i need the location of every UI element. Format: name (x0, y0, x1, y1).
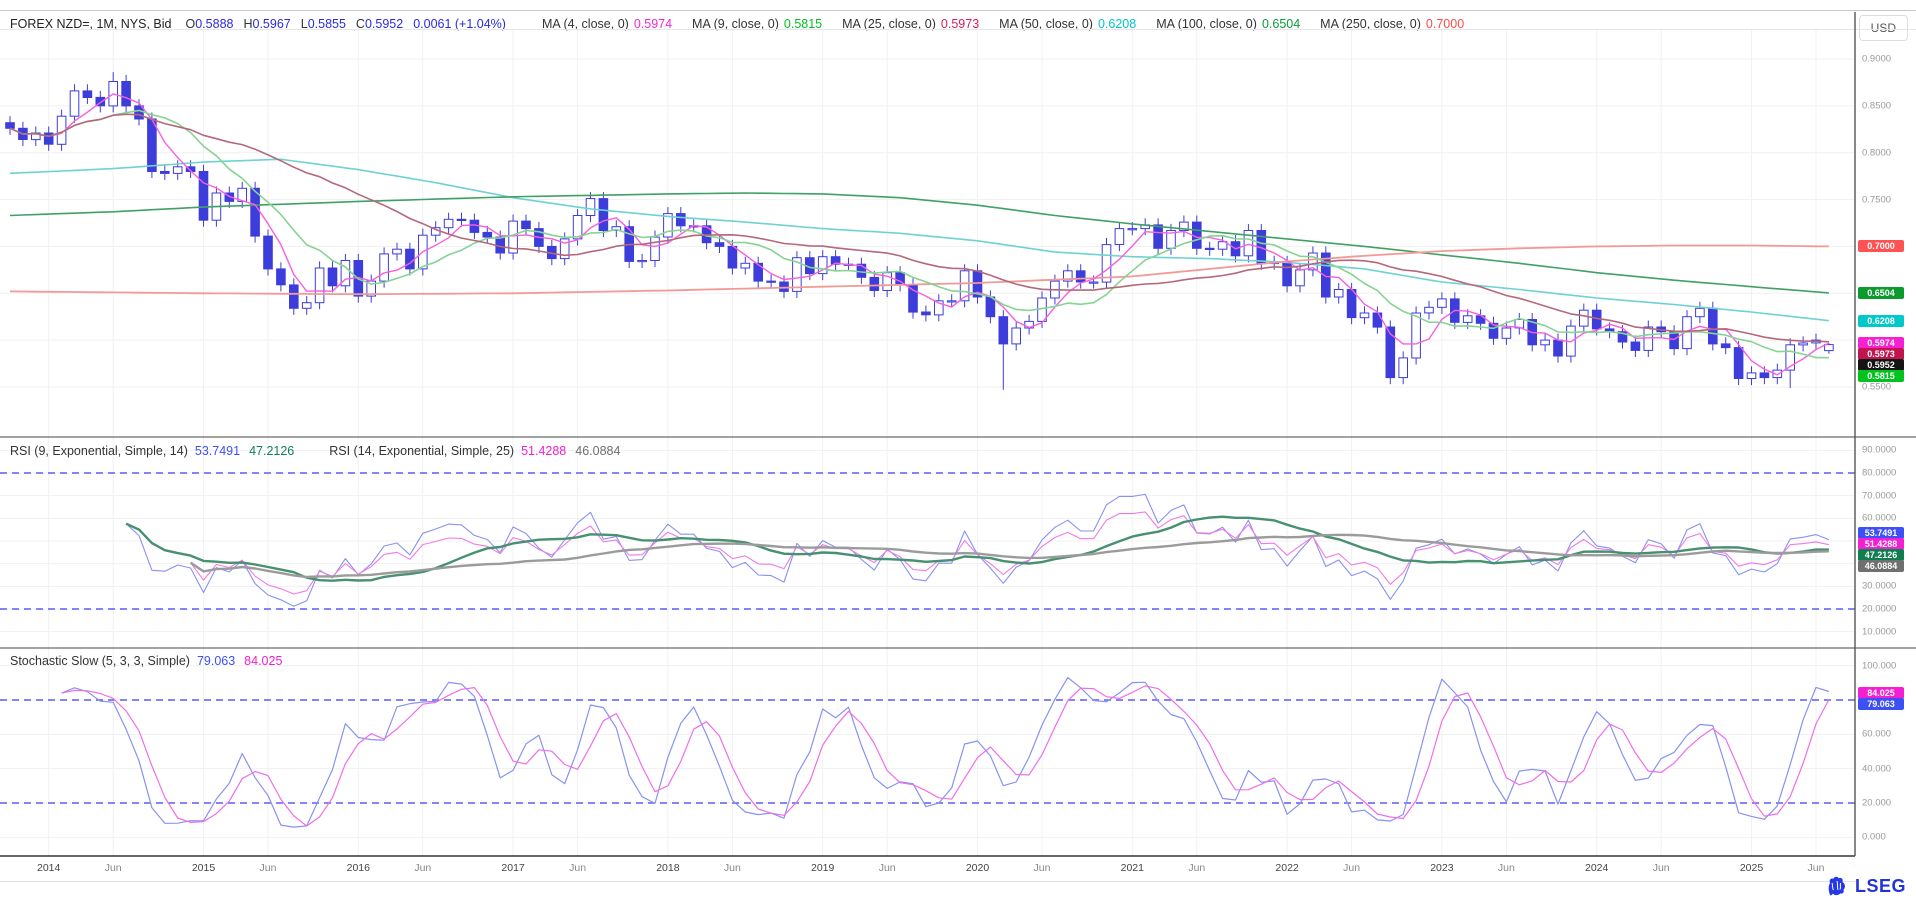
currency-selector-button[interactable]: USD (1858, 15, 1908, 41)
price-axis-label: 0.8000 (1862, 147, 1892, 159)
price-badge: 0.7000 (1858, 240, 1904, 253)
lseg-lion-icon (1828, 876, 1845, 896)
price-axis-label: 0.7500 (1862, 194, 1892, 206)
price-badge: 0.5973 (1858, 347, 1904, 360)
price-badge: 0.6504 (1858, 286, 1904, 299)
indicator-legend-item[interactable]: RSI (14, Exponential, Simple, 25) 51.4288… (329, 444, 621, 458)
rsi-axis-label: 80.0000 (1862, 467, 1897, 479)
rsi-axis-label: 30.0000 (1862, 580, 1897, 592)
rsi-badge: 53.7491 (1858, 526, 1904, 539)
time-axis-label: Jun (1497, 862, 1515, 874)
lseg-logo-text: LSEG (1854, 875, 1906, 896)
rsi-badge: 47.2126 (1858, 548, 1904, 561)
rsi-axis-label: 90.0000 (1862, 444, 1897, 456)
quote-ohlc: O0.5888 H0.5967 L0.5855 C0.5952 0.0061 (+1.0… (186, 17, 506, 31)
time-axis-label: 2018 (656, 862, 680, 874)
quote-field: O0.5888 (185, 17, 234, 31)
ma-legend: MA (4, close, 0) 0.5974 MA (9, close, 0) 0.… (522, 17, 1464, 31)
stoch-axis-label: 0.000 (1862, 831, 1886, 843)
price-axis-label: 0.8500 (1862, 100, 1892, 112)
time-axis-label: 2021 (1120, 862, 1144, 874)
indicator-legend-item[interactable]: RSI (9, Exponential, Simple, 14) 53.7491 4… (10, 444, 295, 458)
time-axis-label: Jun (414, 862, 432, 874)
ma-legend-item[interactable]: MA (100, close, 0) 0.6504 (1156, 17, 1301, 31)
lseg-logo: LSEG (1825, 874, 1906, 898)
quote-field: H0.5967 (243, 17, 291, 31)
stoch-axis-label: 100.000 (1862, 660, 1897, 672)
time-axis-label: 2024 (1585, 862, 1609, 874)
ma-legend-item[interactable]: MA (50, close, 0) 0.6208 (999, 17, 1137, 31)
time-axis-label: Jun (259, 862, 277, 874)
time-axis-label: 2017 (501, 862, 525, 874)
rsi-badge: 51.4288 (1858, 537, 1904, 550)
time-axis-label: 2023 (1430, 862, 1454, 874)
ma-legend-item[interactable]: MA (4, close, 0) 0.5974 (541, 17, 673, 31)
time-axis-label: Jun (1807, 862, 1825, 874)
stoch-axis-label: 20.000 (1862, 797, 1892, 809)
ma-legend-item[interactable]: MA (25, close, 0) 0.5973 (842, 17, 980, 31)
price-badge: 0.5974 (1858, 336, 1904, 349)
stoch-axis-label: 40.000 (1862, 763, 1892, 775)
time-axis-strip (0, 856, 1855, 882)
price-badge: 0.5952 (1858, 358, 1904, 371)
rsi-legend[interactable]: RSI (9, Exponential, Simple, 14) 53.7491 4… (10, 444, 655, 458)
quote-field: C0.5952 (355, 17, 404, 31)
time-axis-label: Jun (1343, 862, 1361, 874)
time-axis-label: Jun (878, 862, 896, 874)
time-axis-label: 2019 (811, 862, 835, 874)
ma-legend-item[interactable]: MA (250, close, 0) 0.7000 (1320, 17, 1465, 31)
time-axis-label: Jun (569, 862, 587, 874)
stoch-badge: 84.025 (1858, 687, 1904, 700)
indicator-legend-item[interactable]: Stochastic Slow (5, 3, 3, Simple) 79.063 8… (10, 654, 283, 668)
rsi-axis-label: 70.0000 (1862, 490, 1897, 502)
time-axis-label: 2022 (1275, 862, 1299, 874)
time-axis-label: Jun (1652, 862, 1670, 874)
time-axis-label: Jun (104, 862, 122, 874)
top-border (0, 10, 1916, 11)
quote-field: 0.0061 (+1.04%) (413, 17, 506, 31)
stoch-axis-label: 60.000 (1862, 728, 1892, 740)
time-axis-label: Jun (1188, 862, 1206, 874)
rsi-axis-label: 60.0000 (1862, 512, 1897, 524)
rsi-badge: 46.0884 (1858, 559, 1904, 572)
time-axis-label: Jun (723, 862, 741, 874)
instrument-label[interactable]: FOREX NZD=, 1M, NYS, Bid (10, 17, 172, 31)
time-axis-label: 2015 (191, 862, 216, 874)
price-badge: 0.5815 (1858, 369, 1904, 382)
quote-field: L0.5855 (300, 17, 346, 31)
time-axis-label: 2020 (965, 862, 990, 874)
time-axis-label: 2014 (37, 862, 61, 874)
rsi-axis-label: 20.0000 (1862, 603, 1897, 615)
time-axis-label: Jun (1033, 862, 1051, 874)
time-axis-label: 2016 (346, 862, 370, 874)
chart-header-legend: FOREX NZD=, 1M, NYS, Bid O0.5888 H0.5967 L… (0, 11, 1860, 37)
price-axis-label: 0.9000 (1862, 53, 1892, 65)
stochastic-legend[interactable]: Stochastic Slow (5, 3, 3, Simple) 79.063 8… (10, 654, 317, 668)
rsi-axis-label: 10.0000 (1862, 626, 1897, 638)
price-axis-label: 0.5500 (1862, 381, 1892, 393)
ma-legend-item[interactable]: MA (9, close, 0) 0.5815 (692, 17, 823, 31)
time-axis-label: 2025 (1739, 862, 1764, 874)
stoch-badge: 79.063 (1858, 698, 1904, 711)
price-badge: 0.6208 (1858, 314, 1904, 327)
